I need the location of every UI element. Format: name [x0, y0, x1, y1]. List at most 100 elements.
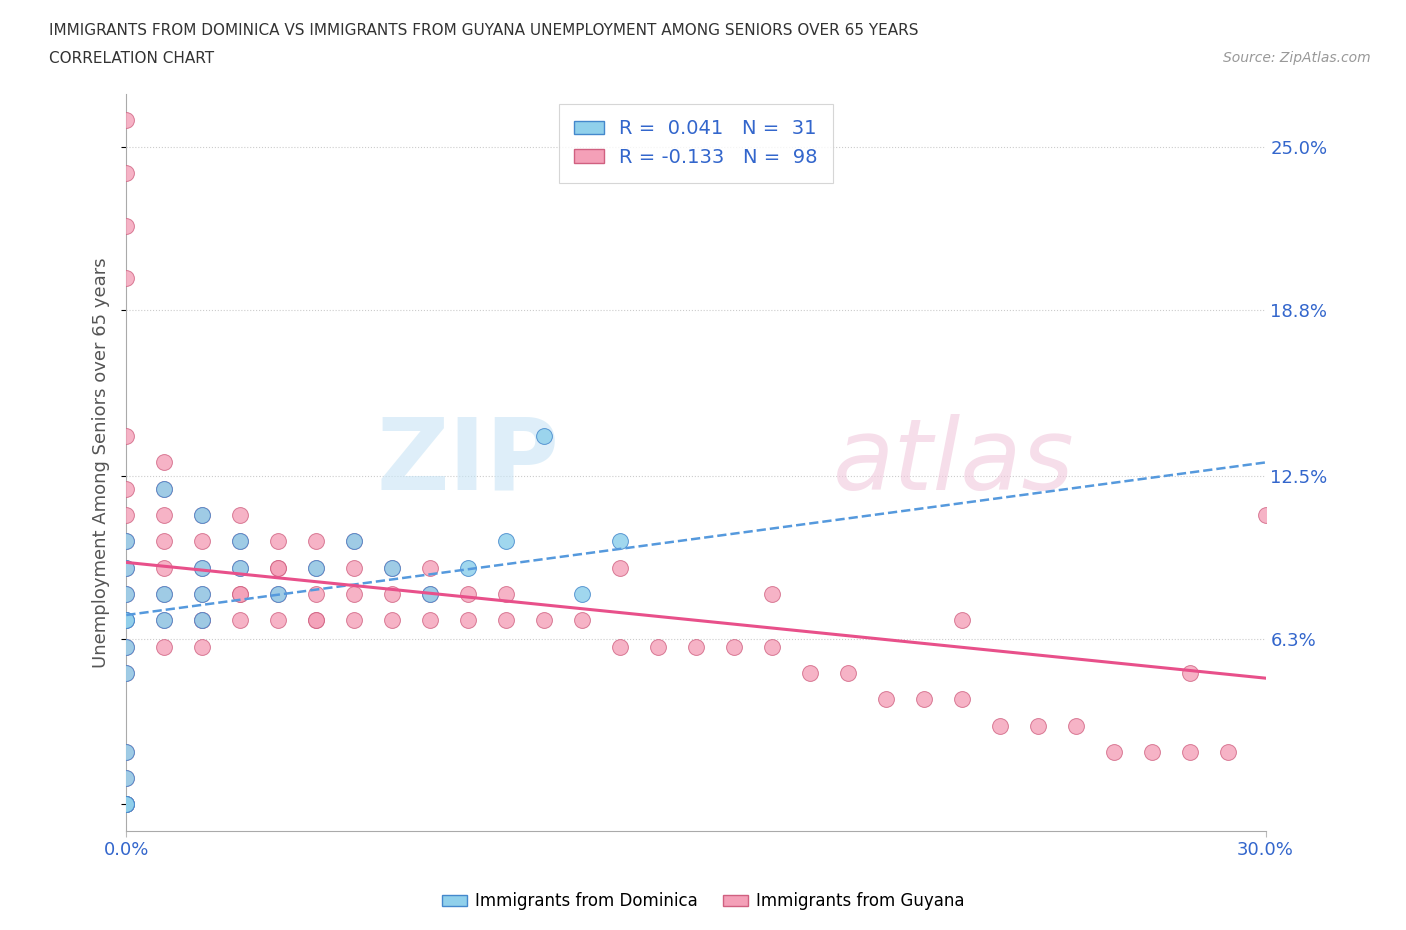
Point	[305, 613, 328, 628]
Point	[115, 666, 138, 681]
Y-axis label: Unemployment Among Seniors over 65 years: Unemployment Among Seniors over 65 years	[93, 257, 110, 668]
Point	[191, 587, 214, 602]
Point	[115, 771, 138, 786]
Point	[115, 560, 138, 575]
Point	[381, 587, 404, 602]
Point	[267, 587, 290, 602]
Point	[267, 613, 290, 628]
Point	[191, 508, 214, 523]
Point	[1102, 744, 1125, 759]
Point	[115, 797, 138, 812]
Point	[153, 560, 176, 575]
Point	[571, 613, 593, 628]
Point	[305, 587, 328, 602]
Point	[495, 613, 517, 628]
Point	[1140, 744, 1163, 759]
Point	[609, 560, 631, 575]
Point	[191, 560, 214, 575]
Point	[533, 613, 555, 628]
Point	[267, 534, 290, 549]
Point	[267, 587, 290, 602]
Point	[191, 613, 214, 628]
Point	[115, 166, 138, 180]
Point	[381, 560, 404, 575]
Point	[305, 613, 328, 628]
Point	[115, 744, 138, 759]
Point	[153, 508, 176, 523]
Point	[229, 587, 252, 602]
Point	[1064, 718, 1087, 733]
Point	[761, 587, 783, 602]
Point	[1254, 508, 1277, 523]
Text: Source: ZipAtlas.com: Source: ZipAtlas.com	[1223, 51, 1371, 65]
Point	[305, 534, 328, 549]
Point	[267, 560, 290, 575]
Point	[115, 613, 138, 628]
Legend: R =  0.041   N =  31, R = -0.133   N =  98: R = 0.041 N = 31, R = -0.133 N = 98	[558, 104, 834, 182]
Point	[153, 613, 176, 628]
Text: atlas: atlas	[832, 414, 1074, 511]
Point	[267, 560, 290, 575]
Text: CORRELATION CHART: CORRELATION CHART	[49, 51, 214, 66]
Point	[115, 797, 138, 812]
Point	[609, 534, 631, 549]
Point	[495, 587, 517, 602]
Point	[229, 560, 252, 575]
Point	[229, 508, 252, 523]
Point	[115, 534, 138, 549]
Point	[495, 534, 517, 549]
Point	[153, 613, 176, 628]
Point	[229, 587, 252, 602]
Point	[115, 429, 138, 444]
Point	[229, 534, 252, 549]
Point	[419, 587, 441, 602]
Point	[115, 271, 138, 286]
Point	[343, 534, 366, 549]
Point	[419, 587, 441, 602]
Point	[115, 113, 138, 127]
Point	[799, 666, 821, 681]
Point	[153, 482, 176, 497]
Point	[191, 613, 214, 628]
Point	[381, 613, 404, 628]
Legend: Immigrants from Dominica, Immigrants from Guyana: Immigrants from Dominica, Immigrants fro…	[434, 885, 972, 917]
Point	[115, 744, 138, 759]
Point	[343, 587, 366, 602]
Point	[115, 482, 138, 497]
Point	[115, 797, 138, 812]
Point	[153, 639, 176, 654]
Point	[950, 613, 973, 628]
Point	[115, 534, 138, 549]
Point	[191, 613, 214, 628]
Point	[191, 587, 214, 602]
Point	[419, 613, 441, 628]
Point	[457, 613, 479, 628]
Point	[381, 560, 404, 575]
Point	[115, 797, 138, 812]
Point	[115, 587, 138, 602]
Point	[1178, 744, 1201, 759]
Point	[229, 613, 252, 628]
Point	[571, 587, 593, 602]
Point	[115, 508, 138, 523]
Point	[229, 534, 252, 549]
Point	[950, 692, 973, 707]
Point	[153, 455, 176, 470]
Point	[153, 587, 176, 602]
Point	[723, 639, 745, 654]
Point	[191, 639, 214, 654]
Point	[191, 560, 214, 575]
Point	[115, 639, 138, 654]
Point	[761, 639, 783, 654]
Point	[115, 639, 138, 654]
Point	[419, 560, 441, 575]
Point	[115, 771, 138, 786]
Point	[1178, 666, 1201, 681]
Point	[115, 219, 138, 233]
Point	[343, 534, 366, 549]
Point	[115, 560, 138, 575]
Point	[115, 666, 138, 681]
Point	[153, 534, 176, 549]
Point	[115, 613, 138, 628]
Point	[1026, 718, 1049, 733]
